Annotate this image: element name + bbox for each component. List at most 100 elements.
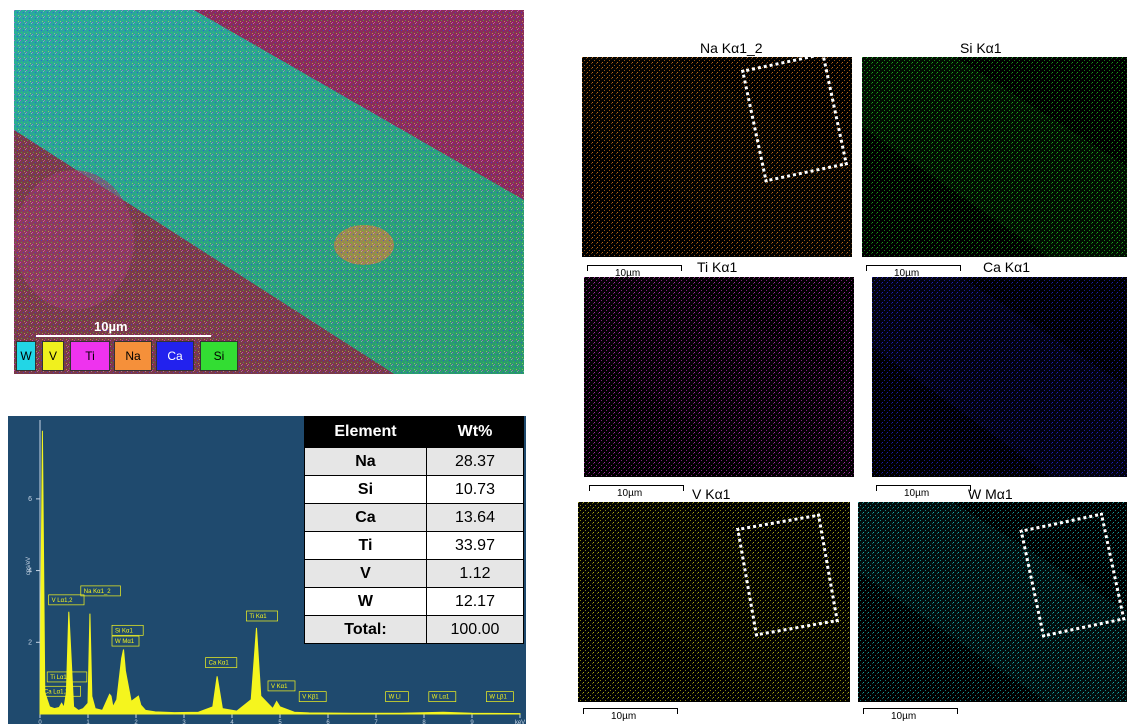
table-cell-wt: 28.37 [425, 447, 525, 476]
annotation-box [48, 594, 85, 606]
annotation-label: Ca Lα1,2 [44, 689, 69, 695]
annotation-label: Ti Kα1 [249, 614, 267, 620]
table-row: Total: 100.00 [304, 615, 525, 644]
table-cell-element: Ca [304, 503, 427, 532]
spectrum-series [39, 430, 521, 715]
annotation-box [267, 680, 296, 692]
map-scale-label: 10µm [617, 488, 643, 499]
legend-w: W [16, 341, 36, 371]
map-title-si: Si Kα1 [960, 40, 1002, 56]
composite-scale-bar [36, 335, 211, 337]
element-map-v [578, 502, 850, 702]
element-map-na [582, 57, 852, 257]
annotation-label: W Lα1 [432, 695, 450, 701]
table-cell-wt: 12.17 [425, 587, 525, 616]
annotation-box [246, 610, 278, 622]
annotation-label: W Mα1 [115, 639, 135, 645]
element-map-ca [872, 277, 1127, 477]
annotation-box [385, 691, 409, 703]
annotation-box [486, 691, 514, 703]
table-row: Na 28.37 [304, 447, 525, 476]
element-map-ti [584, 277, 854, 477]
table-cell-element: Na [304, 447, 427, 476]
table-cell-wt: 1.12 [425, 559, 525, 588]
composite-element-map: 10µm W V Ti Na Ca Si [14, 10, 524, 374]
map-title-w: W Mα1 [968, 486, 1013, 502]
table-row: Ca 13.64 [304, 503, 525, 532]
legend-v: V [42, 341, 64, 371]
annotation-box [111, 624, 144, 636]
annotation-box [428, 691, 457, 703]
legend-na: Na [114, 341, 152, 371]
map-scale-bar [876, 485, 971, 491]
table-row: V 1.12 [304, 559, 525, 588]
annotation-label: Si Kα1 [115, 628, 133, 634]
map-scale-label: 10µm [904, 488, 930, 499]
element-map-si [862, 57, 1127, 257]
x-tick-label: 6 [326, 720, 330, 724]
table-row: Ti 33.97 [304, 531, 525, 560]
annotation-label: V Kα1 [271, 684, 288, 690]
legend-ca: Ca [156, 341, 194, 371]
x-tick-label: 8 [422, 720, 426, 724]
y-tick-label: 2 [28, 639, 32, 646]
annotation-box [298, 691, 327, 703]
map-scale-bar [587, 265, 682, 271]
table-row: Si 10.73 [304, 475, 525, 504]
x-tick-label: 3 [182, 720, 186, 724]
composite-scale-label: 10µm [94, 319, 128, 334]
table-cell-element: W [304, 587, 427, 616]
composite-map-image [14, 10, 524, 374]
table-header-element: Element [304, 416, 427, 448]
table-cell-wt: 13.64 [425, 503, 525, 532]
map-scale-label: 10µm [615, 268, 641, 279]
map-scale-label: 10µm [891, 711, 917, 722]
map-title-ti: Ti Kα1 [697, 259, 738, 275]
map-title-v: V Kα1 [692, 486, 731, 502]
annotation-box [111, 635, 140, 647]
table-header-wt: Wt% [425, 416, 525, 448]
map-scale-label: 10µm [611, 711, 637, 722]
x-tick-label: 5 [278, 720, 282, 724]
map-title-ca: Ca Kα1 [983, 259, 1031, 275]
annotation-label: W Lβ1 [489, 695, 507, 701]
annotation-box [46, 671, 88, 683]
annotation-label: Ti Lα1,2 [50, 675, 72, 681]
y-tick-label: 4 [28, 568, 32, 575]
map-title-na: Na Kα1_2 [700, 40, 763, 56]
map-scale-bar [583, 708, 678, 714]
x-tick-label: 2 [134, 720, 138, 724]
annotation-label: V Lα1,2 [52, 598, 73, 604]
legend-si: Si [200, 341, 238, 371]
annotation-label: Na Kα1_2 [84, 589, 111, 595]
x-tick-label: 1 [86, 720, 90, 724]
map-scale-bar [589, 485, 684, 491]
table-cell-element: Si [304, 475, 427, 504]
table-cell-element: V [304, 559, 427, 588]
annotation-label: Ca Kα1 [209, 661, 230, 667]
table-cell-wt: 100.00 [425, 615, 525, 644]
annotation-box [80, 585, 121, 597]
annotation-label: V Kβ1 [302, 695, 319, 701]
table-cell-wt: 33.97 [425, 531, 525, 560]
y-axis-label: cps/eV [26, 557, 32, 575]
map-scale-label: 10µm [894, 268, 920, 279]
composition-table: Element Wt% Na 28.37 Si 10.73 Ca 13.64 Ti 33.97… [304, 416, 525, 644]
table-row: W 12.17 [304, 587, 525, 616]
x-tick-label: 7 [374, 720, 378, 724]
map-scale-bar [863, 708, 958, 714]
table-cell-wt: 10.73 [425, 475, 525, 504]
annotation-label: W Ll [389, 695, 401, 701]
x-tick-label: 9 [470, 720, 474, 724]
annotation-box [40, 685, 81, 697]
x-tick-label: keV [515, 720, 525, 724]
annotation-box [205, 657, 238, 668]
x-tick-label: 4 [230, 720, 234, 724]
element-map-w [858, 502, 1127, 702]
legend-ti: Ti [70, 341, 110, 371]
y-tick-label: 6 [28, 496, 32, 503]
x-tick-label: 0 [38, 720, 42, 724]
map-scale-bar [866, 265, 961, 271]
table-cell-element: Ti [304, 531, 427, 560]
table-cell-element: Total: [304, 615, 427, 644]
